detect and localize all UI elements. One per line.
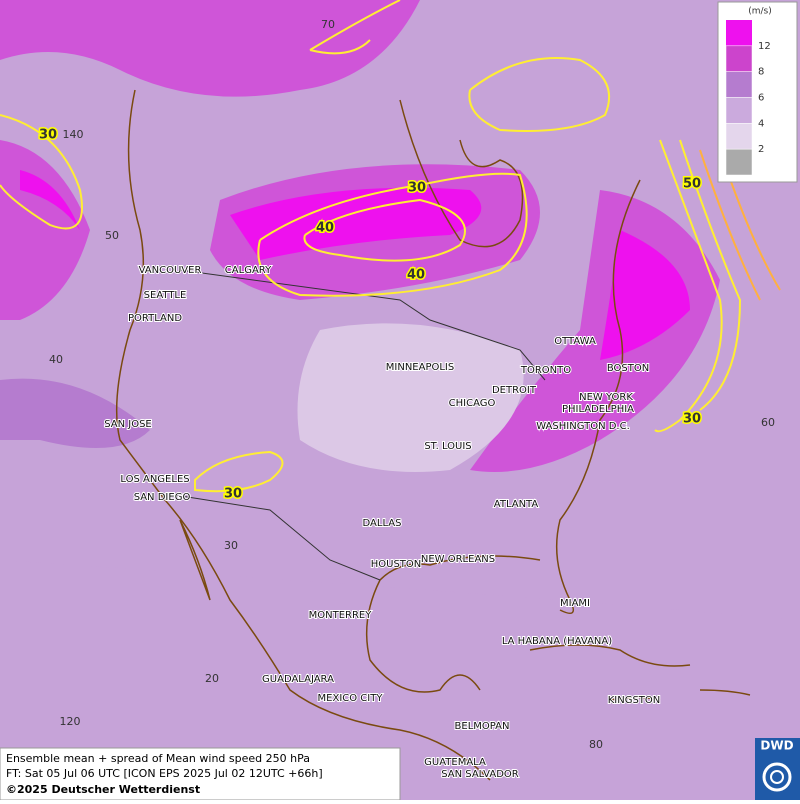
city-label: LA HABANA (HAVANA) (502, 636, 612, 647)
city-label: KINGSTON (608, 695, 661, 706)
city-label: TORONTO (520, 365, 571, 376)
legend-swatch (725, 71, 753, 98)
footer-line: Ensemble mean + spread of Mean wind spee… (6, 752, 310, 765)
legend-unit: (m/s) (748, 7, 772, 17)
city-label: MONTERREY (309, 610, 373, 621)
legend-swatch (725, 148, 753, 176)
legend-swatch (725, 97, 753, 124)
legend-label: 4 (758, 118, 764, 129)
footer-line: FT: Sat 05 Jul 06 UTC [ICON EPS 2025 Jul… (6, 767, 323, 780)
city-label: NEW ORLEANS (421, 554, 495, 565)
city-label: HOUSTON (371, 559, 422, 570)
city-label: BELMOPAN (455, 721, 510, 732)
contour-label: 30 (224, 487, 242, 502)
city-label: NEW YORK (579, 392, 633, 403)
grid-label: 140 (63, 128, 84, 141)
city-label: DETROIT (492, 385, 537, 396)
grid-label: 20 (205, 672, 219, 685)
city-label: BOSTON (607, 363, 649, 374)
coastlines (115, 89, 751, 781)
city-label: WASHINGTON D.C. (536, 421, 630, 432)
city-label: SAN SALVADOR (441, 769, 518, 780)
city-label: GUATEMALA (424, 757, 486, 768)
city-label: ST. LOUIS (424, 441, 471, 452)
contour-label: 30 (683, 412, 701, 427)
legend-swatch (725, 45, 753, 72)
footer-box (0, 747, 401, 801)
legend-swatch (726, 20, 752, 46)
legend: (m/s) 12 8 6 4 2 (717, 1, 798, 183)
contours (0, 0, 781, 493)
legend-label: 6 (758, 93, 764, 104)
grid-label: 70 (321, 18, 335, 31)
logo-mark (770, 770, 784, 784)
city-label: SEATTLE (144, 290, 187, 301)
legend-swatch (725, 123, 753, 150)
labels: 70 140 50 40 60 30 20 120 80 30 30 40 40… (37, 18, 775, 781)
footer: Ensemble mean + spread of Mean wind spee… (0, 738, 800, 801)
grid-label: 30 (224, 539, 238, 552)
contour-label: 50 (683, 177, 701, 192)
city-label: CALGARY (225, 265, 272, 276)
grid-label: 120 (60, 715, 81, 728)
copyright: ©2025 Deutscher Wetterdienst (6, 783, 200, 796)
contour-label: 30 (39, 128, 57, 143)
logo: DWD (760, 739, 793, 753)
city-label: VANCOUVER (139, 265, 202, 276)
legend-label: 8 (758, 67, 764, 78)
legend-label: 12 (758, 41, 771, 52)
city-label: PORTLAND (128, 313, 182, 324)
logo-mark (762, 762, 792, 792)
city-label: PHILADELPHIA (562, 404, 634, 415)
grid-label: 80 (589, 738, 603, 751)
grid-label: 50 (105, 229, 119, 242)
city-label: CHICAGO (449, 398, 496, 409)
contour-label: 30 (408, 181, 426, 196)
city-label: MEXICO CITY (318, 693, 384, 704)
city-label: SAN JOSE (104, 419, 152, 430)
grid-label: 40 (49, 353, 63, 366)
city-label: GUADALAJARA (262, 674, 334, 685)
city-label: SAN DIEGO (134, 492, 191, 503)
grid-label: 60 (761, 416, 775, 429)
city-label: ATLANTA (494, 499, 539, 510)
city-label: MIAMI (560, 598, 590, 609)
city-label: OTTAWA (554, 336, 596, 347)
city-label: LOS ANGELES (120, 474, 189, 485)
contour-label: 40 (316, 221, 334, 236)
legend-label: 2 (758, 144, 764, 155)
city-label: MINNEAPOLIS (386, 362, 454, 373)
contour-label: 40 (407, 268, 425, 283)
city-label: DALLAS (363, 518, 402, 529)
